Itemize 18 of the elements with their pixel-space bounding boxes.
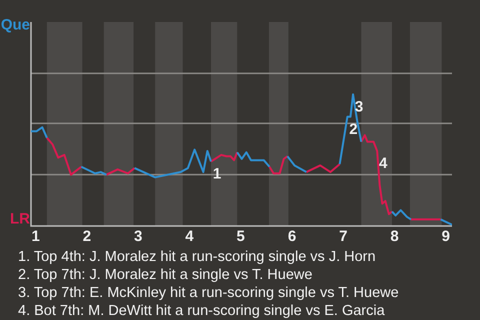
x-tick-label: 2 [82, 228, 92, 246]
x-tick-label: 4 [185, 228, 194, 246]
text: 4. Bot 7th: M. DeWitt hit a run-scoring single vs E. Garcia [18, 302, 386, 320]
x-tick-label: 5 [236, 228, 245, 246]
text: LR [10, 210, 30, 228]
annotation: 2 [349, 120, 358, 138]
text: 3. Top 7th: E. McKinley hit a run-scoring single vs T. Huewe [18, 284, 400, 302]
text: 2. Top 7th: J. Moralez hit a single vs T. Huewe [18, 266, 314, 284]
x-tick-label: 3 [134, 228, 142, 246]
text: Que [0, 16, 30, 34]
x-tick-label: 6 [288, 228, 296, 246]
text: 1. Top 4th: J. Moralez hit a run-scoring single vs J. Horn [18, 248, 377, 266]
x-tick-label: 9 [442, 228, 450, 246]
x-tick-label: 8 [390, 228, 399, 246]
x-tick-label: 1 [31, 228, 40, 246]
annotation: 4 [378, 155, 388, 172]
x-tick-label: 7 [339, 228, 348, 246]
annotation: 1 [212, 166, 222, 183]
